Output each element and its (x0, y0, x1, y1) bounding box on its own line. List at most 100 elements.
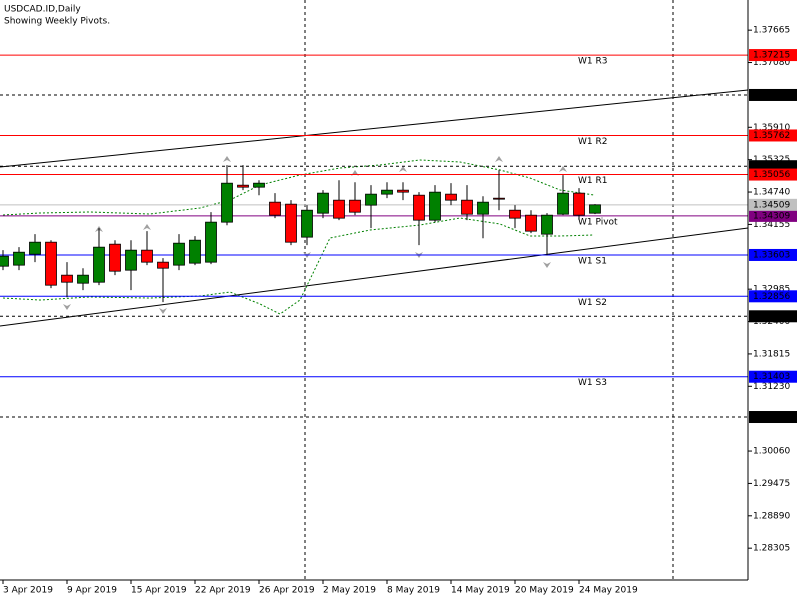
pivot-name: W1 S1 (578, 256, 607, 266)
x-tick-label: 14 May 2019 (451, 586, 510, 596)
fractal-up (559, 166, 567, 172)
pivot-name: W1 R1 (578, 176, 607, 186)
candle-body (77, 274, 89, 284)
x-tick-label: 20 May 2019 (515, 586, 574, 596)
candle-body (461, 199, 473, 215)
candle-body (0, 255, 9, 267)
candle-body (157, 261, 169, 269)
candle-body (13, 251, 25, 266)
fractal-down (63, 304, 71, 310)
pivot-name: W1 S3 (578, 378, 607, 388)
candle-body (125, 249, 137, 271)
candle-body (541, 214, 553, 235)
trend-line (0, 227, 749, 327)
level-label: 1.35207 (753, 162, 790, 172)
trend-line (0, 89, 749, 168)
level-label: 1.36494 (753, 90, 790, 100)
fractals (63, 156, 567, 314)
candle-body (269, 201, 281, 216)
pivot-label-box (749, 248, 797, 261)
level-label-box (749, 411, 797, 424)
candle-body (29, 241, 41, 255)
candle-body (45, 241, 57, 286)
fractal-down (543, 262, 551, 268)
candle-body (237, 184, 249, 188)
fractal-up (223, 156, 231, 162)
fractal-up (495, 156, 503, 162)
y-tick-label: 1.35325 (753, 155, 790, 165)
pivot-label-box (749, 129, 797, 142)
pivot-label: 1.32856 (753, 292, 790, 302)
candle-body (509, 209, 521, 219)
x-tick-label: 3 Apr 2019 (3, 586, 53, 596)
candle-body (589, 204, 601, 214)
x-tick-label: 2 May 2019 (323, 586, 376, 596)
pivot-label-box (749, 209, 797, 222)
candle-body (349, 199, 361, 213)
fractal-down (159, 308, 167, 314)
y-tick-label: 1.31230 (753, 382, 790, 392)
y-tick-label: 1.35910 (753, 123, 790, 133)
candle-body (205, 221, 217, 263)
last-price-box (749, 198, 797, 211)
pivot-label: 1.34309 (753, 211, 790, 221)
candle-body (189, 239, 201, 264)
pivot-label-box (749, 168, 797, 181)
x-tick-label: 9 Apr 2019 (67, 586, 117, 596)
plot: W1 R3 W1 R2 W1 R1 W1 Pivot W1 S1 W1 S2 W1 S3 (0, 54, 748, 418)
candle-body (397, 189, 409, 193)
candle-body (365, 193, 377, 206)
last-price-label: 1.34509 (753, 200, 790, 210)
y-tick-label: 1.30060 (753, 447, 790, 457)
candle-body (253, 182, 265, 188)
pivot-label: 1.35056 (753, 170, 790, 180)
candle-body (317, 192, 329, 214)
candle-body (445, 193, 457, 201)
chart-subtitle: Showing Weekly Pivots. (4, 17, 110, 27)
candle-body (493, 197, 505, 200)
y-tick-label: 1.37665 (753, 26, 790, 36)
candle-body (413, 194, 425, 221)
level-label: 1.30675 (753, 413, 790, 423)
x-tick-label: 24 May 2019 (579, 586, 638, 596)
pivot-label: 1.31403 (753, 372, 790, 382)
candle-body (525, 214, 537, 232)
level-label-box (749, 88, 797, 101)
pivot-label-box (749, 370, 797, 383)
candle-body (381, 189, 393, 195)
level-label-box (749, 310, 797, 323)
y-tick-label: 1.29475 (753, 479, 790, 489)
x-tick-label: 26 Apr 2019 (259, 586, 315, 596)
candle-body (109, 243, 121, 272)
pivot-name: W1 R2 (578, 137, 607, 147)
x-tick-label: 15 Apr 2019 (131, 586, 187, 596)
candle-body (285, 203, 297, 243)
x-tick-label: 22 Apr 2019 (195, 586, 251, 596)
candle-body (173, 242, 185, 266)
pivot-label: 1.37215 (753, 51, 790, 61)
pivot-label-box (749, 290, 797, 303)
candle-body (573, 192, 585, 216)
y-tick-label: 1.28890 (753, 511, 790, 521)
axis-labels: 1.37665 1.37080 1.35910 1.35325 1.34740 1.341… (2, 26, 797, 596)
level-label: 1.32495 (753, 312, 790, 322)
fractal-up (399, 166, 407, 172)
fractal-up (143, 224, 151, 230)
candle-body (61, 274, 73, 283)
pivot-label: 1.35762 (753, 131, 790, 141)
chart-title: USDCAD.ID,Daily (4, 5, 81, 15)
y-tick-label: 1.28305 (753, 544, 790, 554)
pivot-name: W1 Pivot (578, 217, 618, 227)
pivot-name: W1 S2 (578, 298, 607, 308)
pivot-name: W1 R3 (578, 57, 607, 67)
pivot-label-box (749, 49, 797, 62)
y-tick-label: 1.34155 (753, 220, 790, 230)
pivot-label: 1.33603 (753, 250, 790, 260)
candle-body (333, 199, 345, 219)
y-tick-label: 1.34740 (753, 188, 790, 198)
x-tick-label: 8 May 2019 (387, 586, 440, 596)
candle-body (93, 246, 105, 283)
candle-body (221, 182, 233, 223)
candle-body (301, 209, 313, 238)
